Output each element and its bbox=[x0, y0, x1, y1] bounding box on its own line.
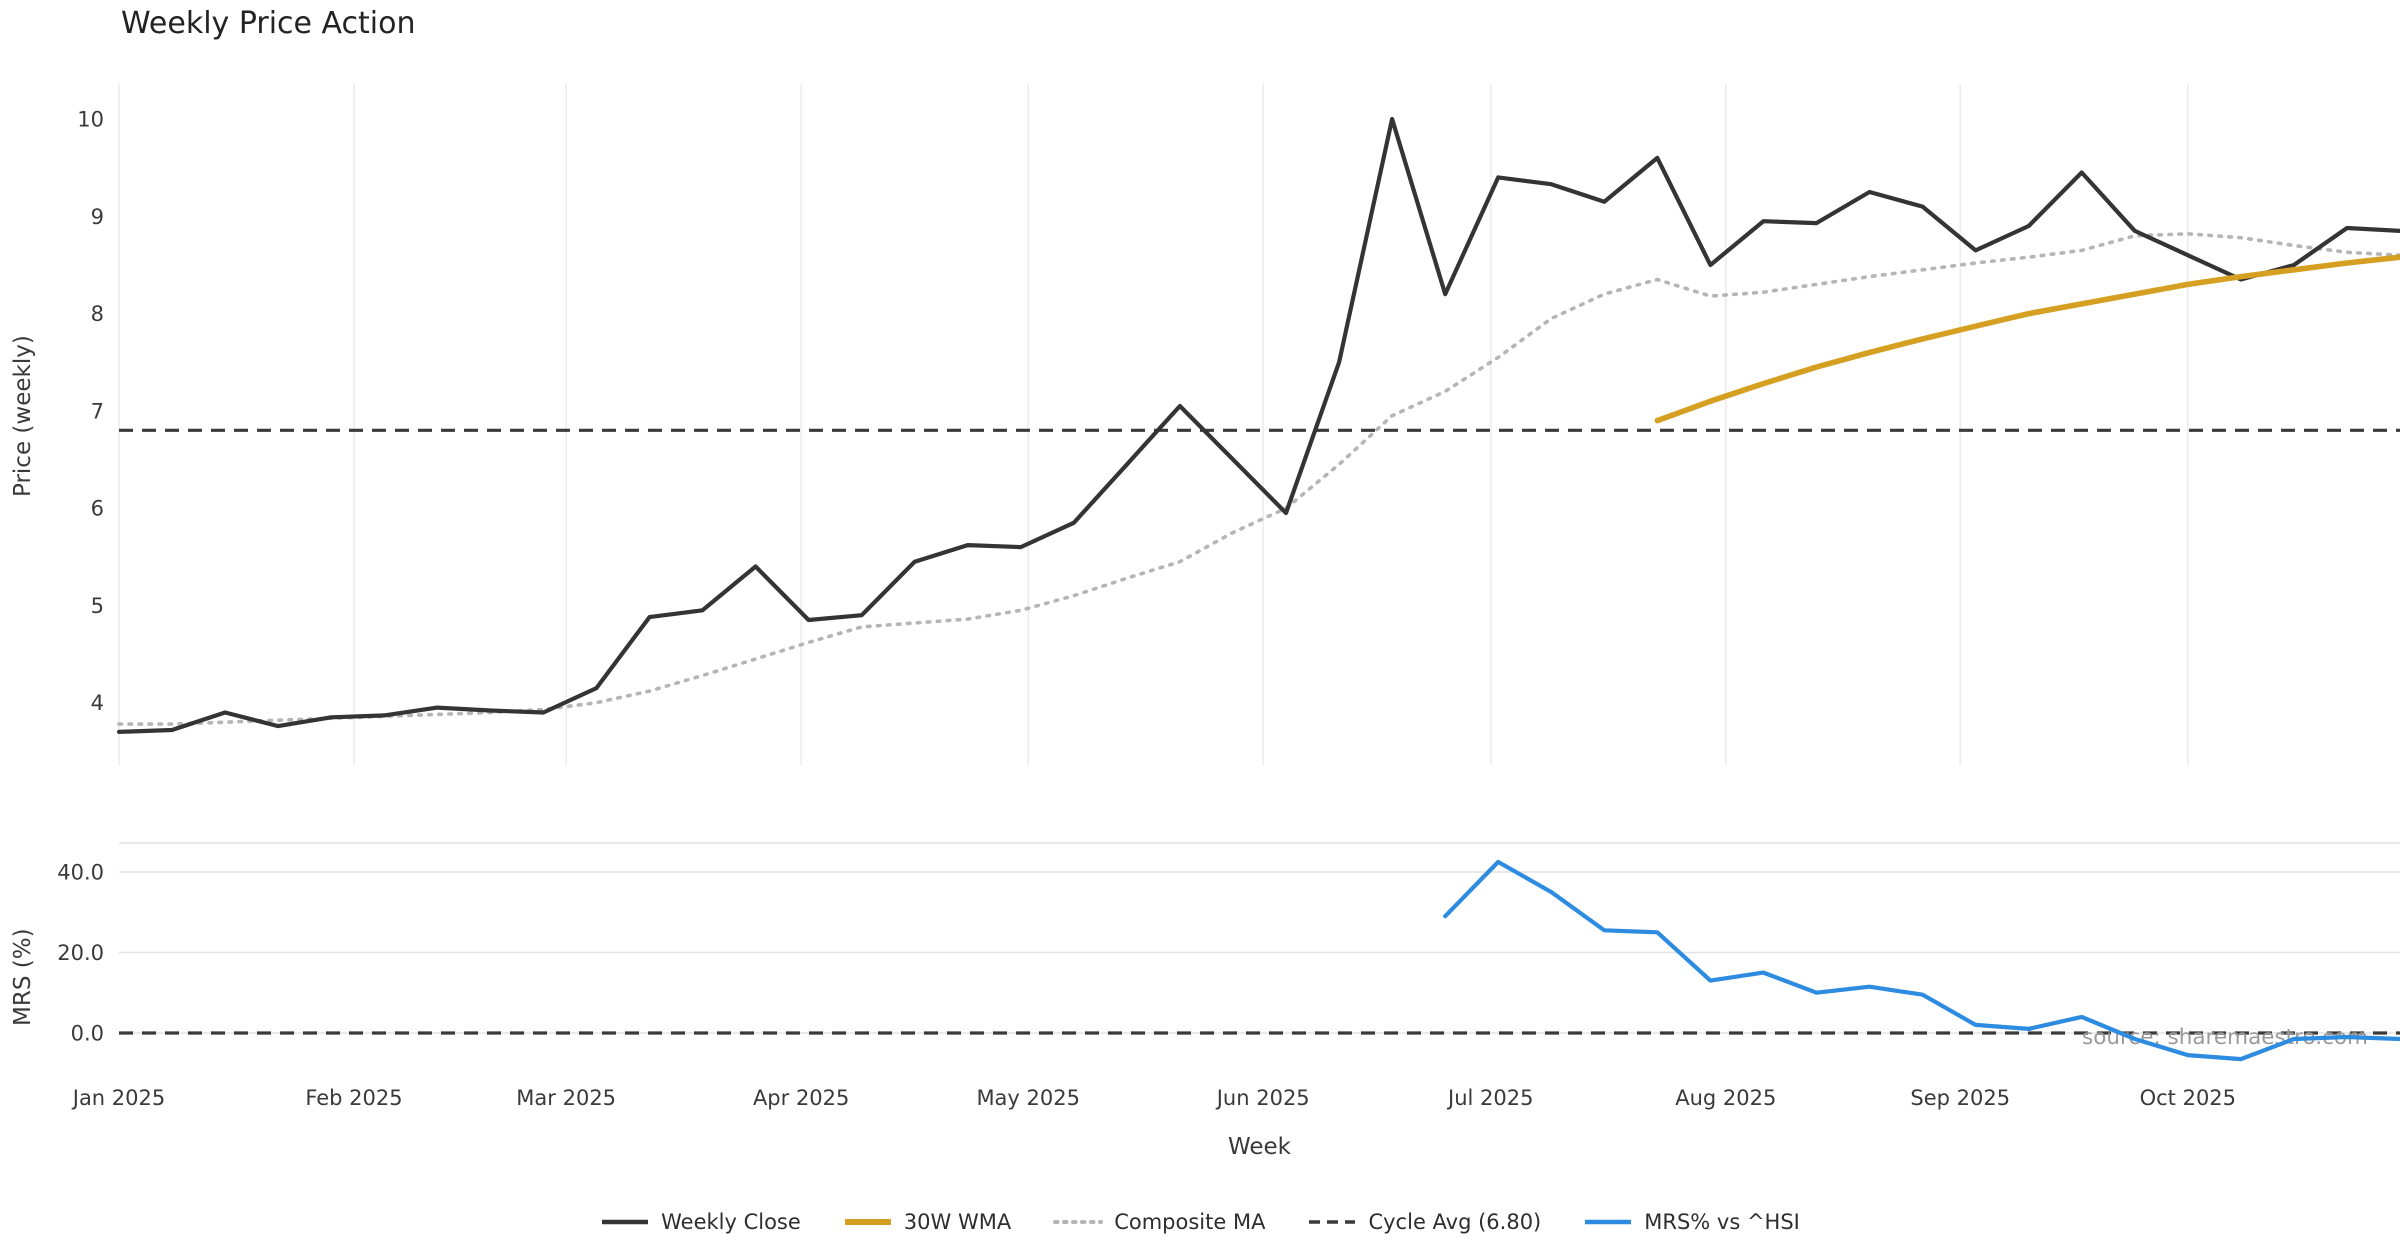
price-tick-label: 6 bbox=[91, 497, 104, 521]
mrs-tick-label: 0.0 bbox=[71, 1021, 104, 1045]
price-tick-label: 7 bbox=[91, 399, 104, 423]
legend-item-cycle-avg-6-80: Cycle Avg (6.80) bbox=[1307, 1210, 1541, 1234]
legend: Weekly Close 30W WMA Composite MA Cycle Avg… bbox=[0, 1210, 2400, 1234]
x-tick-label: Mar 2025 bbox=[516, 1086, 616, 1110]
mrs-vs-hsi-legend-swatch bbox=[1585, 1219, 1632, 1225]
legend-item-mrs-vs-hsi: MRS% vs ^HSI bbox=[1583, 1210, 1800, 1234]
mrs-tick-label: 40.0 bbox=[57, 860, 104, 884]
x-tick-label: Apr 2025 bbox=[753, 1086, 849, 1110]
x-tick-label: Sep 2025 bbox=[1910, 1086, 2010, 1110]
legend-label: Weekly Close bbox=[661, 1210, 801, 1234]
legend-item-composite-ma: Composite MA bbox=[1053, 1210, 1265, 1234]
legend-label: 30W WMA bbox=[903, 1210, 1012, 1234]
price-tick-label: 5 bbox=[91, 594, 104, 618]
x-tick-label: Jul 2025 bbox=[1446, 1086, 1533, 1110]
legend-item-weekly-close: Weekly Close bbox=[600, 1210, 801, 1234]
x-tick-label: Feb 2025 bbox=[305, 1086, 402, 1110]
mrs-axis-label: MRS (%) bbox=[10, 928, 36, 1026]
composite-ma-legend-swatch bbox=[1053, 1220, 1104, 1224]
price-tick-label: 8 bbox=[91, 302, 104, 326]
x-tick-label: May 2025 bbox=[976, 1086, 1080, 1110]
x-tick-label: Jan 2025 bbox=[71, 1086, 166, 1110]
legend-label: MRS% vs ^HSI bbox=[1644, 1210, 1800, 1234]
legend-label: Composite MA bbox=[1114, 1210, 1266, 1234]
chart-title: Weekly Price Action bbox=[121, 6, 416, 41]
30w-wma-line bbox=[1654, 254, 2400, 424]
mrs-vs-hsi-line bbox=[1443, 859, 2400, 1062]
price-tick-label: 10 bbox=[77, 108, 104, 132]
x-tick-label: Aug 2025 bbox=[1675, 1086, 1776, 1110]
price-tick-label: 9 bbox=[91, 205, 104, 229]
mrs-tick-label: 20.0 bbox=[57, 941, 104, 965]
weekly-close-line bbox=[116, 116, 2400, 735]
x-tick-label: Jun 2025 bbox=[1215, 1086, 1310, 1110]
legend-label: Cycle Avg (6.80) bbox=[1368, 1210, 1542, 1234]
price-axis-label: Price (weekly) bbox=[10, 335, 36, 497]
30w-wma-legend-swatch bbox=[844, 1219, 891, 1225]
price-tick-label: 4 bbox=[91, 691, 104, 715]
x-axis-label: Week bbox=[1227, 1134, 1291, 1160]
cycle-avg-6-80-legend-swatch bbox=[1309, 1220, 1356, 1224]
weekly-close-legend-swatch bbox=[602, 1219, 649, 1225]
legend-item-30w-wma: 30W WMA bbox=[843, 1210, 1011, 1234]
x-tick-label: Oct 2025 bbox=[2140, 1086, 2236, 1110]
